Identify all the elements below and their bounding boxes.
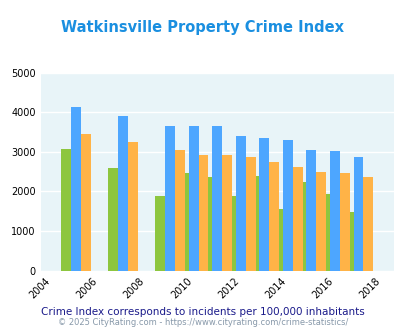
Bar <box>329 151 339 271</box>
Bar <box>202 177 212 271</box>
Bar <box>81 134 91 271</box>
Bar <box>362 177 373 271</box>
Bar <box>71 107 81 271</box>
Bar <box>188 126 198 271</box>
Bar <box>282 140 292 271</box>
Bar <box>155 196 165 271</box>
Bar <box>272 209 282 271</box>
Bar <box>269 162 279 271</box>
Bar <box>212 126 222 271</box>
Bar <box>108 168 118 271</box>
Bar <box>343 212 353 271</box>
Bar <box>198 154 208 271</box>
Bar <box>319 194 329 271</box>
Text: Crime Index corresponds to incidents per 100,000 inhabitants: Crime Index corresponds to incidents per… <box>41 307 364 317</box>
Text: Watkinsville Property Crime Index: Watkinsville Property Crime Index <box>61 20 344 35</box>
Bar <box>178 173 188 271</box>
Bar <box>353 157 362 271</box>
Bar <box>249 176 259 271</box>
Bar <box>128 142 138 271</box>
Bar <box>235 136 245 271</box>
Text: © 2025 CityRating.com - https://www.cityrating.com/crime-statistics/: © 2025 CityRating.com - https://www.city… <box>58 318 347 327</box>
Bar <box>259 138 269 271</box>
Bar <box>225 196 235 271</box>
Bar <box>292 167 302 271</box>
Bar <box>306 150 315 271</box>
Bar <box>61 149 71 271</box>
Bar <box>118 116 128 271</box>
Bar <box>222 155 232 271</box>
Bar <box>245 157 255 271</box>
Bar <box>339 173 349 271</box>
Bar <box>175 150 185 271</box>
Bar <box>165 126 175 271</box>
Bar <box>315 172 326 271</box>
Bar <box>296 182 306 271</box>
